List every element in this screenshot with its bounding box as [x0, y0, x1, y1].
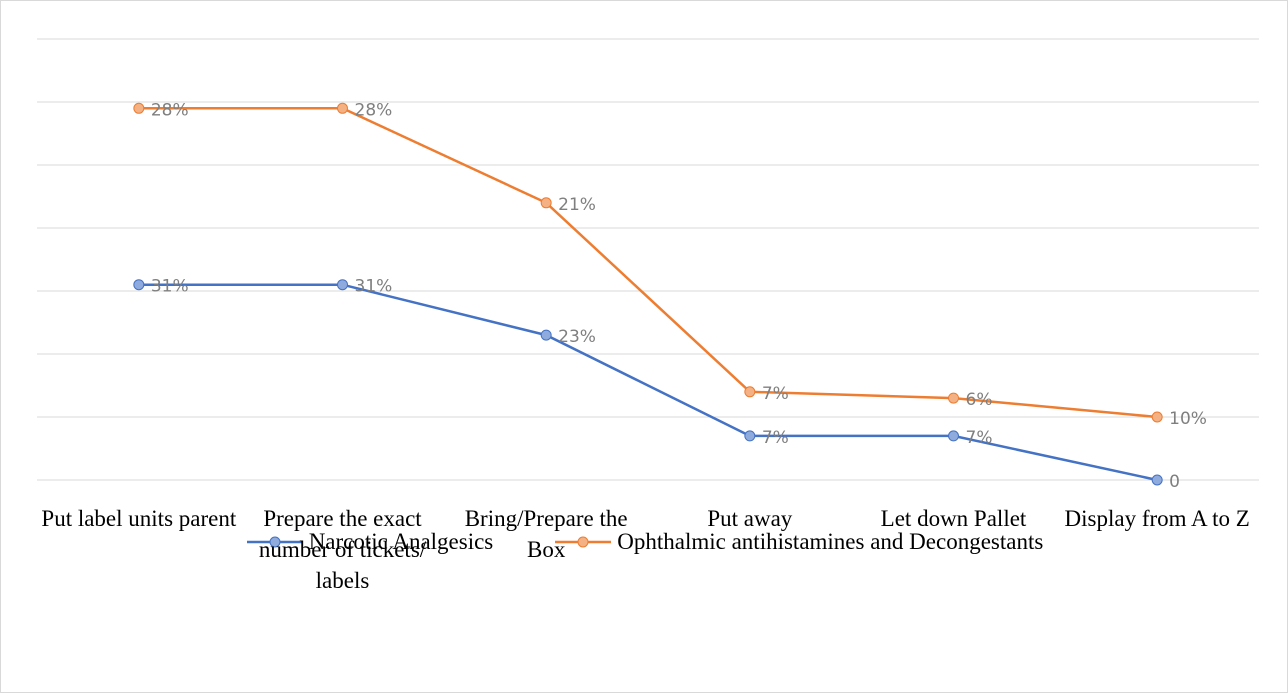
legend: Narcotic Analgesics Ophthalmic antihistam… [1, 529, 1287, 555]
x-tick-label: Bring/Prepare the Box [464, 506, 628, 562]
data-label: 6% [966, 390, 993, 410]
data-label: 28% [151, 100, 189, 120]
marker [133, 102, 145, 114]
legend-item: Narcotic Analgesics [245, 529, 494, 555]
x-tick-label: Prepare the exact number of tickets/ lab… [258, 506, 427, 593]
series-line [138, 107, 1158, 419]
data-label: 23% [558, 327, 596, 347]
legend-label: Ophthalmic antihistamines and Decongesta… [617, 529, 1044, 554]
marker [540, 197, 552, 209]
marker [337, 279, 348, 291]
marker [1151, 474, 1163, 486]
marker [948, 392, 959, 404]
marker [337, 102, 348, 114]
marker [540, 329, 552, 341]
legend-marker [577, 536, 589, 548]
data-label: 21% [558, 195, 596, 215]
marker [133, 279, 145, 291]
data-label: 10% [1169, 409, 1207, 429]
x-tick-label: Put away [707, 506, 793, 531]
data-label: 28% [355, 100, 393, 120]
marker [948, 430, 959, 442]
x-tick-label: Put label units parent [41, 506, 237, 531]
data-label: 7% [966, 428, 993, 448]
legend-item: Ophthalmic antihistamines and Decongesta… [553, 529, 1043, 555]
legend-label: Narcotic Analgesics [308, 529, 494, 554]
x-tick-label: Let down Pallet [880, 506, 1027, 531]
marker [744, 430, 756, 442]
data-label: 31% [151, 277, 189, 297]
legend-swatch [555, 536, 612, 548]
marker [744, 386, 756, 398]
legend-marker [269, 536, 281, 548]
data-label: 7% [762, 384, 789, 404]
marker [1151, 411, 1163, 423]
x-tick-label: Display from A to Z [1064, 506, 1250, 531]
data-label: 0 [1169, 472, 1180, 492]
data-label: 31% [355, 277, 393, 297]
data-label: 7% [762, 428, 789, 448]
series-line [138, 283, 1158, 482]
legend-swatch [246, 536, 303, 548]
